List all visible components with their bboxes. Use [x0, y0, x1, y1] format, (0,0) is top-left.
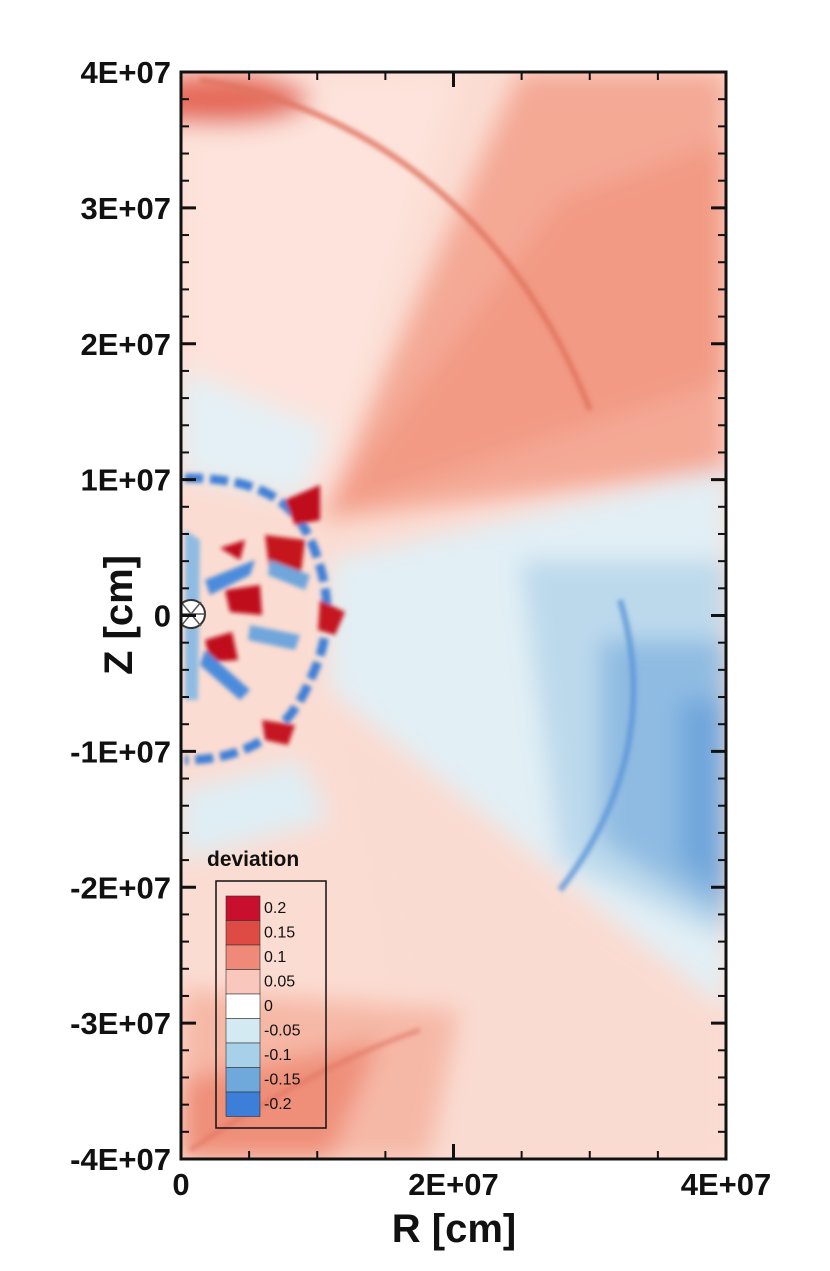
y-tick-label: -4E+07: [70, 1142, 171, 1177]
heatmap-field: [181, 72, 726, 1159]
y-tick-label: 0: [154, 599, 171, 634]
x-axis-title: R [cm]: [392, 1207, 516, 1251]
legend-level-label: 0.05: [264, 974, 295, 991]
legend-level-label: 0.15: [264, 925, 295, 942]
legend-level-label: -0.15: [264, 1072, 301, 1089]
legend-swatch: [225, 969, 261, 995]
legend-swatch: [225, 1067, 261, 1093]
axis-ticks: [179, 70, 728, 1161]
y-tick-labels: 4E+07 3E+07 2E+07 1E+07 0 -1E+07 -2E+07 -3E+07 -…: [70, 55, 171, 1177]
legend-box: [215, 880, 327, 1129]
y-tick-label: 3E+07: [80, 191, 171, 226]
legend-level-label: -0.05: [264, 1023, 301, 1040]
legend-swatch: [225, 1042, 261, 1068]
legend-swatch: [225, 993, 261, 1019]
legend-level-label: -0.2: [264, 1096, 292, 1113]
y-tick-label: -3E+07: [70, 1006, 171, 1041]
x-tick-labels: 0 2E+07 4E+07: [172, 1167, 771, 1202]
legend-swatch: [225, 944, 261, 970]
legend-swatches: [225, 895, 261, 1117]
legend-level-label: 0.2: [264, 900, 286, 917]
legend-swatch: [225, 1018, 261, 1044]
legend-swatch: [225, 1091, 261, 1117]
y-tick-label: 4E+07: [80, 55, 171, 90]
x-tick-label: 2E+07: [408, 1167, 499, 1202]
legend-level-label: 0.1: [264, 949, 286, 966]
y-tick-label: -2E+07: [70, 870, 171, 905]
legend-swatch: [225, 920, 261, 946]
y-tick-label: 2E+07: [80, 327, 171, 362]
legend-title: deviation: [207, 848, 299, 871]
legend-labels: 0.2 0.15 0.1 0.05 0 -0.05 -0.1 -0.15 -0.2: [264, 900, 301, 1113]
x-tick-label: 4E+07: [681, 1167, 772, 1202]
x-tick-label: 0: [172, 1167, 189, 1202]
colorbar-legend: deviation 0.2 0.15 0.1 0.05 0 -0.05 -0.1 -0.15 -…: [207, 848, 327, 1129]
y-axis-title: Z [cm]: [97, 555, 141, 675]
y-tick-label: 1E+07: [80, 463, 171, 498]
legend-level-label: 0: [264, 998, 273, 1015]
y-tick-label: -1E+07: [70, 734, 171, 769]
legend-level-label: -0.1: [264, 1047, 292, 1064]
legend-swatch: [225, 895, 261, 921]
